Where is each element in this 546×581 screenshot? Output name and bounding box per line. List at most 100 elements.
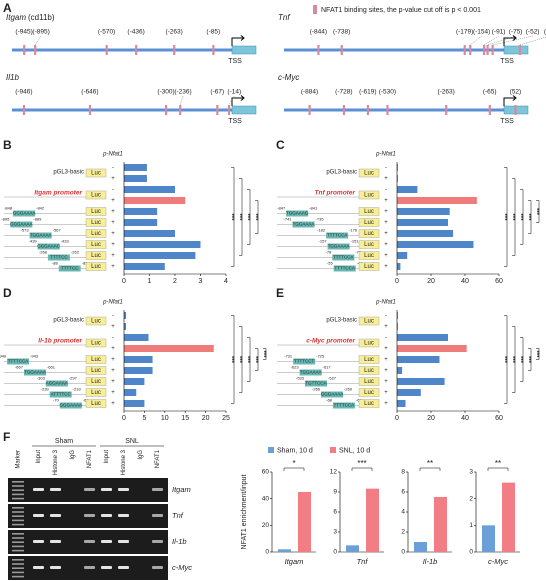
nfat-sign: +	[111, 346, 115, 352]
binding-site	[308, 105, 311, 115]
gene-label: c-Myc	[172, 563, 192, 572]
mutation-box	[23, 369, 46, 376]
binding-site	[173, 45, 176, 55]
gel-band	[84, 566, 95, 569]
exon	[231, 45, 257, 55]
luc-box	[85, 366, 107, 375]
sig-bracket	[239, 178, 243, 256]
mutation-box	[327, 243, 350, 250]
nfat-sign: -	[112, 187, 114, 193]
gel-band	[118, 566, 129, 569]
bar	[397, 367, 403, 374]
sig-label: ***	[241, 213, 247, 221]
y-tick-label: 3	[333, 529, 337, 536]
marker-band	[12, 511, 24, 513]
sig-label: ***	[506, 355, 512, 363]
nfat-sign: -	[112, 165, 114, 171]
y-tick-label: 20	[262, 522, 270, 529]
x-tick-label: 0	[122, 278, 126, 285]
bar	[397, 230, 454, 237]
marker-band	[12, 559, 24, 561]
leader	[34, 35, 42, 46]
x-tick-label: 60	[495, 415, 503, 422]
site-from: -741	[284, 217, 293, 222]
gel-band	[33, 514, 44, 517]
column-header: p-Nfat1	[102, 152, 123, 158]
sig-bracket	[247, 337, 251, 382]
luc-label: Luc	[91, 253, 101, 259]
site-label: (-946)	[15, 89, 32, 96]
gene-label: Itgam	[172, 485, 191, 494]
nfat-sign: +	[384, 198, 388, 204]
y-tick-label: 40	[262, 495, 270, 502]
site-from: -847	[277, 206, 286, 211]
leader	[469, 35, 482, 46]
x-tick-label: 2	[173, 278, 177, 285]
bar	[124, 345, 214, 352]
mutation-box	[47, 254, 70, 261]
bar	[397, 219, 448, 226]
bar	[346, 545, 359, 552]
marker-band	[12, 575, 24, 578]
sig-label: ***	[357, 459, 366, 468]
y-axis-title: NFAT1 enrichment/input	[241, 474, 248, 549]
leader	[519, 36, 546, 46]
mutation-box	[321, 391, 344, 398]
bar	[124, 208, 158, 215]
gel-band	[152, 488, 163, 491]
marker-band	[12, 545, 24, 548]
site-label: (-436)	[127, 29, 144, 36]
tss-arrow	[231, 95, 245, 106]
luc-box	[85, 388, 107, 397]
mutation-box	[332, 254, 355, 261]
mutation-box	[332, 402, 355, 409]
marker-band	[12, 537, 24, 539]
luc-label: Luc	[91, 264, 101, 270]
luc-box	[358, 388, 380, 397]
site-to: -661	[47, 365, 56, 370]
bar	[414, 542, 427, 552]
site-label: (-895)	[32, 29, 49, 36]
binding-site	[514, 105, 517, 115]
site-from: -623	[291, 365, 300, 370]
marker-band	[12, 519, 24, 522]
leader	[492, 35, 533, 46]
site-to: -943	[30, 354, 39, 359]
bar	[124, 252, 196, 259]
panel-label: B	[3, 138, 12, 152]
sig-label: ***	[233, 355, 239, 363]
construct-label: c-Myc promoter	[306, 338, 355, 345]
binding-site	[179, 105, 182, 115]
mutation-box	[49, 391, 72, 398]
bar	[124, 175, 147, 182]
luc-label: Luc	[91, 401, 101, 407]
construct-label: pGL3-basic	[53, 318, 84, 324]
construct-label: pGL3-basic	[53, 170, 84, 176]
gel-band	[50, 566, 61, 569]
nfat-sign: +	[384, 346, 388, 352]
mutation-seq: TTTTCCA	[333, 255, 354, 260]
lane-label: NFAT1	[155, 449, 161, 468]
luc-box	[85, 355, 107, 364]
binding-site	[486, 45, 489, 55]
mutation-seq: TTTTCC	[50, 255, 68, 260]
group-label: SNL	[125, 438, 139, 445]
mutation-box	[292, 221, 315, 228]
luc-box	[358, 207, 380, 216]
sig-label: ***	[257, 355, 263, 363]
site-from: -268	[39, 250, 48, 255]
sig-label: *	[292, 459, 295, 468]
leader	[228, 95, 235, 106]
gel-band	[152, 566, 163, 569]
luc-label: Luc	[364, 193, 374, 199]
luc-label: Luc	[91, 319, 101, 325]
bar	[397, 378, 445, 385]
gel-band	[50, 540, 61, 543]
site-to: -617	[323, 365, 332, 370]
nfat-sign: +	[111, 209, 115, 215]
sig-label: ***	[530, 355, 536, 363]
bar	[366, 488, 379, 552]
site-from: -266	[312, 387, 321, 392]
luc-label: Luc	[364, 242, 374, 248]
nfat-sign: +	[384, 264, 388, 270]
